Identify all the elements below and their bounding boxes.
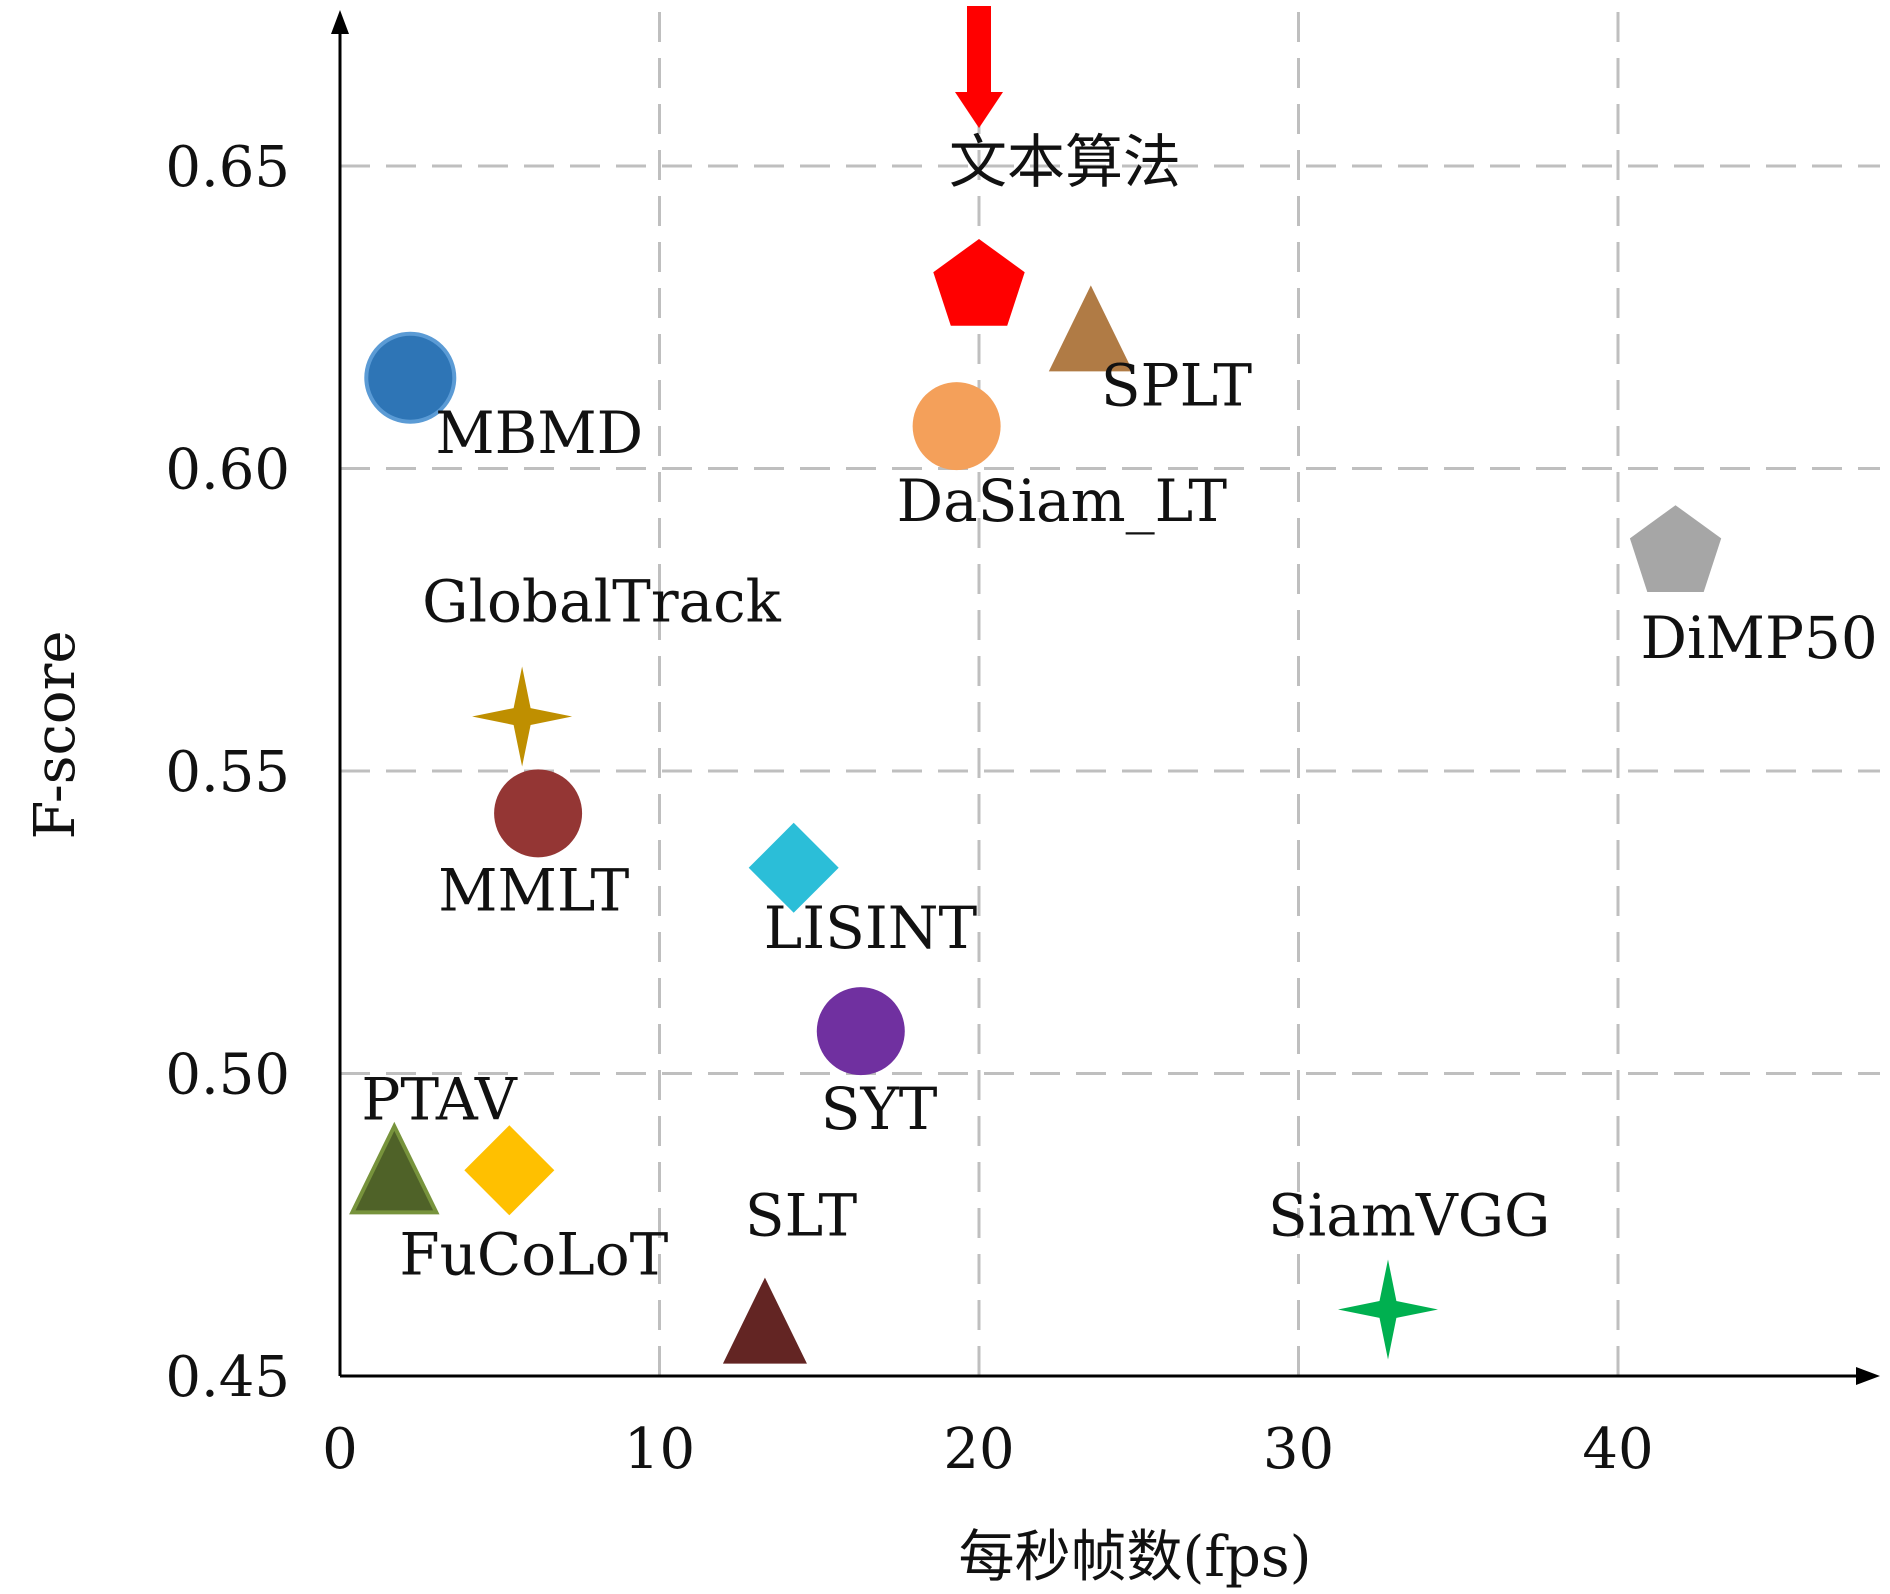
label-globaltrack: GlobalTrack (422, 568, 782, 636)
x-tick-label: 10 (624, 1417, 695, 1482)
tick-labels: 0 10 20 30 40 0.45 0.50 0.55 0.60 0.65 (165, 135, 1653, 1482)
y-tick-label: 0.55 (165, 740, 290, 805)
x-tick-label: 0 (322, 1417, 358, 1482)
point-dasiam-lt (912, 382, 1001, 471)
label--: 文本算法 (949, 128, 1181, 196)
point-slt (722, 1277, 807, 1364)
data-points (349, 239, 1722, 1364)
point-labels: 文本算法 SPLT MBMD DaSiam_LT DiMP50 GlobalTrack MM… (361, 128, 1877, 1288)
x-tick-label: 20 (943, 1417, 1014, 1482)
label-mmlt: MMLT (438, 856, 630, 924)
label-dimp50: DiMP50 (1641, 604, 1878, 672)
point-dimp50 (1629, 505, 1722, 592)
label-slt: SLT (745, 1182, 858, 1250)
highlight-arrow (955, 6, 1003, 128)
axes (331, 10, 1880, 1385)
point-mbmd (364, 331, 457, 424)
label-siamvgg: SiamVGG (1268, 1181, 1550, 1249)
highlight-arrow-shaft (967, 6, 991, 94)
label-lisint: LISINT (764, 894, 978, 962)
x-tick-label: 40 (1582, 1417, 1653, 1482)
point-mmlt (494, 769, 583, 858)
highlight-arrow-head (955, 92, 1003, 128)
point-lisint (748, 822, 839, 913)
y-axis-arrowhead (331, 10, 349, 34)
y-tick-label: 0.50 (165, 1043, 290, 1108)
point-syt (816, 987, 905, 1076)
point-splt (1048, 285, 1133, 372)
label-mbmd: MBMD (435, 399, 643, 467)
point-globaltrack (472, 666, 573, 767)
label-syt: SYT (821, 1075, 938, 1143)
point-- (933, 239, 1025, 326)
x-axis-arrowhead (1856, 1367, 1880, 1385)
point-siamvgg (1338, 1259, 1438, 1360)
point-ptav (349, 1121, 440, 1215)
label-dasiam-lt: DaSiam_LT (897, 467, 1228, 535)
grid (340, 10, 1880, 1376)
y-axis-title: F-score (23, 631, 88, 840)
y-tick-label: 0.45 (165, 1345, 290, 1410)
y-tick-label: 0.60 (165, 438, 290, 503)
y-tick-label: 0.65 (165, 135, 290, 200)
point-fucolot (464, 1125, 555, 1216)
label-splt: SPLT (1101, 351, 1253, 419)
label-fucolot: FuCoLoT (399, 1220, 668, 1288)
x-axis-title: 每秒帧数(fps) (958, 1525, 1311, 1590)
x-tick-label: 30 (1263, 1417, 1334, 1482)
label-ptav: PTAV (361, 1065, 518, 1133)
